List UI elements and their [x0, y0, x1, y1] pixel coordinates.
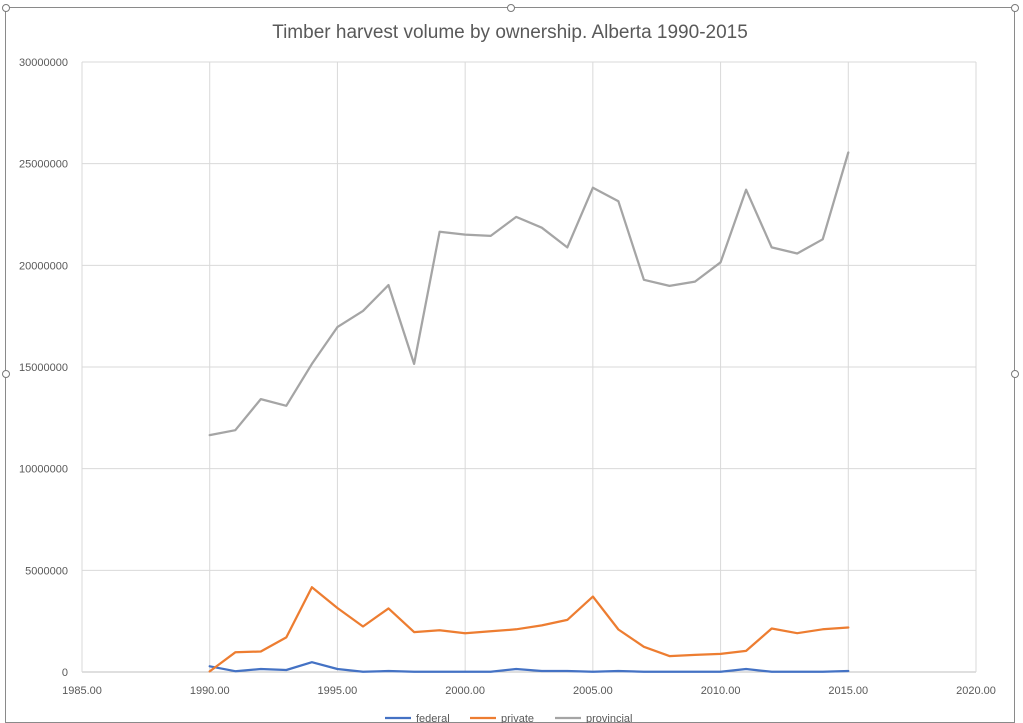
- series-lines: [208, 151, 850, 673]
- x-tick-label: 2005.00: [573, 685, 613, 697]
- legend-label-private: private: [501, 713, 534, 723]
- x-tick-label: 2010.00: [701, 685, 741, 697]
- legend-label-federal: federal: [416, 713, 450, 723]
- resize-handle-top-right[interactable]: [1011, 4, 1019, 12]
- x-tick-label: 1995.00: [318, 685, 358, 697]
- resize-handle-middle-left[interactable]: [2, 370, 10, 378]
- x-tick-label: 2015.00: [828, 685, 868, 697]
- x-tick-label: 2020.00: [956, 685, 996, 697]
- y-axis-tick-labels: 0 5000000 10000000 15000000 20000000 25000000…: [19, 57, 68, 679]
- y-tick-label: 25000000: [19, 159, 68, 171]
- y-tick-label: 20000000: [19, 260, 68, 272]
- x-tick-label: 1990.00: [190, 685, 230, 697]
- x-axis-tick-labels: 1985.00 1990.00 1995.00 2000.00 2005.00 2010.…: [62, 685, 996, 697]
- x-tick-label: 1985.00: [62, 685, 102, 697]
- series-line-federal: [208, 661, 850, 673]
- y-tick-label: 30000000: [19, 57, 68, 69]
- x-tick-label: 2000.00: [445, 685, 485, 697]
- y-tick-label: 0: [62, 667, 68, 679]
- legend: federal private provincial: [385, 713, 632, 723]
- resize-handle-top-left[interactable]: [2, 4, 10, 12]
- resize-handle-top-center[interactable]: [507, 4, 515, 12]
- series-line-provincial: [208, 151, 850, 437]
- gridlines: [81, 61, 977, 673]
- chart-title: Timber harvest volume by ownership. Albe…: [272, 22, 748, 43]
- y-tick-label: 15000000: [19, 362, 68, 374]
- series-line-private: [208, 586, 850, 673]
- y-tick-label: 10000000: [19, 464, 68, 476]
- resize-handle-middle-right[interactable]: [1011, 370, 1019, 378]
- y-tick-label: 5000000: [25, 565, 68, 577]
- legend-label-provincial: provincial: [586, 713, 632, 723]
